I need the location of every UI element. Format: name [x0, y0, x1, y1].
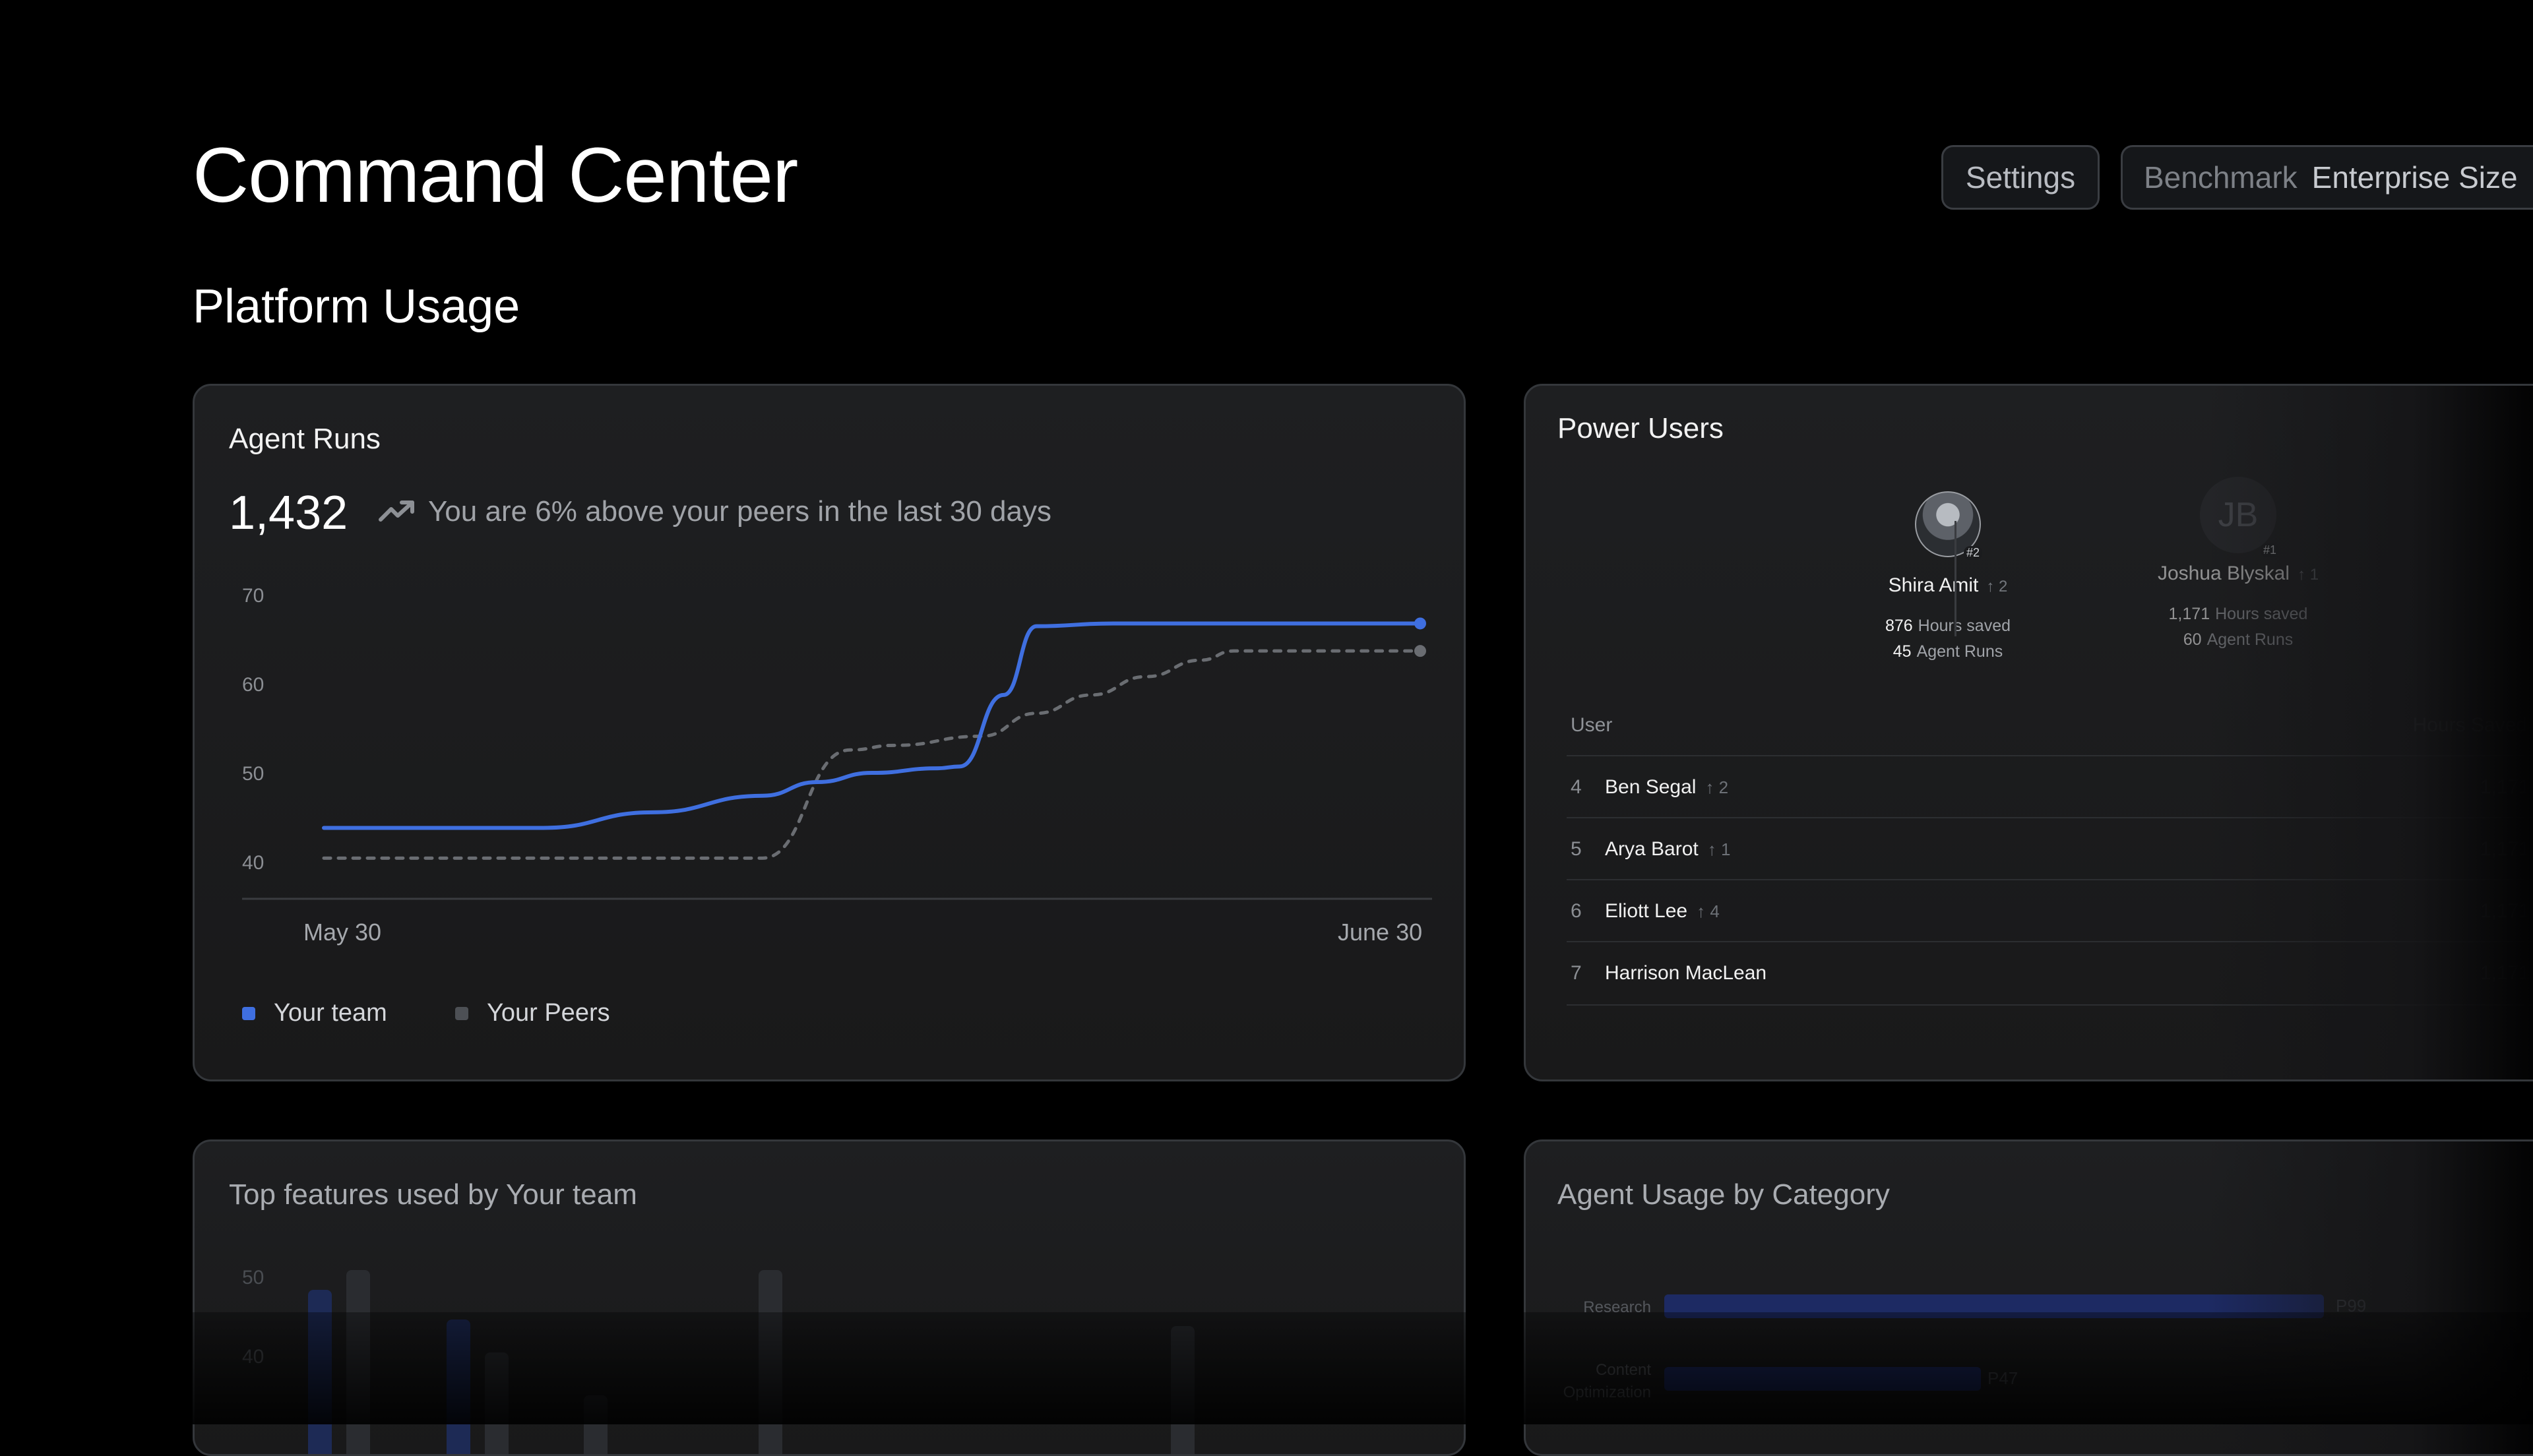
series-endpoint-your-peers[interactable] [1414, 645, 1426, 657]
feature-bar [584, 1395, 608, 1456]
card-title: Power Users [1557, 412, 1724, 445]
row-name: Arya Barot [1605, 838, 1699, 861]
category-value: P47 [1987, 1368, 2018, 1389]
category-label: Research [1546, 1298, 1651, 1317]
row-hours: 1,171 [2480, 962, 2530, 985]
runs-value: 60 [2183, 630, 2202, 649]
feature-bar [308, 1290, 332, 1456]
feature-bar [1171, 1326, 1195, 1456]
rank-badge: #2 [1964, 546, 1982, 560]
agent-runs-card: Agent Runs 1,432 You are 6% above your p… [193, 384, 1466, 1081]
avatar: JB #1 [2200, 477, 2276, 553]
table-row[interactable]: 6 Eliott Lee ↑ 4 1,171 [1567, 879, 2533, 942]
x-tick-label: June 30 [1338, 919, 1422, 946]
runs-label: Agent Runs [1917, 642, 2003, 661]
card-title: Top features used by Your team [229, 1178, 637, 1211]
legend-swatch [455, 1007, 468, 1020]
divider [1954, 521, 1956, 636]
top-user-card[interactable]: #2 Shira Amit ↑ 2 876 Hours saved 45 Agent … [1816, 491, 2080, 661]
table-row[interactable]: 7 Harrison MacLean 1,171 [1567, 941, 2533, 1006]
feature-bar [346, 1270, 370, 1456]
agent-runs: 45 Agent Runs [1816, 642, 2080, 661]
hours-saved: 1,171 Hours saved [2106, 605, 2370, 624]
row-hours: 1,171 [2480, 900, 2530, 923]
row-delta: ↑ 1 [1708, 839, 1731, 860]
avatar: #2 [1915, 491, 1981, 557]
table-header-hours: Hours Saved [2413, 714, 2527, 737]
card-title: Agent Usage by Category [1557, 1178, 1890, 1211]
row-name: Ben Segal [1605, 776, 1696, 799]
feature-bar [447, 1320, 470, 1456]
row-hours: 1,171 [2480, 838, 2530, 861]
benchmark-value: Enterprise Size [2312, 160, 2518, 195]
table-row[interactable]: 5 Arya Barot ↑ 1 1,171 [1567, 817, 2533, 880]
benchmark-select[interactable]: Benchmark Enterprise Size [2121, 145, 2533, 210]
legend-item-team[interactable]: Your team [242, 999, 387, 1027]
settings-button[interactable]: Settings [1941, 145, 2100, 210]
rank-delta: ↑ 1 [2298, 566, 2319, 584]
user-name-text: Shira Amit [1889, 574, 1979, 596]
row-rank: 6 [1567, 900, 1605, 923]
legend-item-peers[interactable]: Your Peers [455, 999, 610, 1027]
avatar-initials: JB [2218, 495, 2259, 535]
runs-label: Agent Runs [2207, 630, 2294, 649]
category-bar-fill [1664, 1367, 1981, 1391]
feature-bar [759, 1270, 782, 1456]
legend-swatch [242, 1007, 255, 1020]
agent-runs-line-chart [195, 386, 1464, 1079]
table-header-user: User [1571, 714, 1612, 737]
row-name: Eliott Lee [1605, 900, 1687, 923]
legend-label: Your team [274, 999, 387, 1027]
hours-value: 876 [1885, 617, 1913, 635]
series-endpoint-your-team[interactable] [1414, 617, 1426, 629]
page-title: Command Center [193, 131, 797, 220]
hours-value: 1,171 [2169, 605, 2210, 623]
category-bar-track [1664, 1294, 2324, 1318]
x-tick-label: May 30 [303, 919, 381, 946]
y-tick-label: 50 [242, 1267, 264, 1289]
benchmark-label: Benchmark [2144, 160, 2298, 195]
row-name: Harrison MacLean [1605, 962, 1767, 985]
category-value: P99 [2336, 1296, 2366, 1316]
power-users-card: Power Users #2 Shira Amit ↑ 2 876 Hours sa… [1524, 384, 2533, 1081]
category-bar-fill [1664, 1294, 2324, 1318]
agent-usage-category-card: Agent Usage by Category Research P99 Con… [1524, 1139, 2533, 1456]
top-user-card[interactable]: JB #1 Joshua Blyskal ↑ 1 1,171 Hours saved… [2106, 477, 2370, 650]
hours-label: Hours saved [1918, 617, 2011, 635]
row-delta: ↑ 4 [1697, 901, 1720, 922]
row-rank: 7 [1567, 962, 1605, 985]
category-label: Content Optimization [1546, 1359, 1651, 1404]
runs-value: 45 [1893, 642, 1912, 661]
rank-badge: #1 [2261, 543, 2279, 557]
feature-bar [485, 1352, 509, 1456]
row-rank: 5 [1567, 838, 1605, 861]
legend-label: Your Peers [487, 999, 610, 1027]
user-name-text: Joshua Blyskal [2158, 562, 2290, 584]
row-hours: 1,171 [2480, 776, 2530, 799]
row-rank: 4 [1567, 776, 1605, 799]
section-title: Platform Usage [193, 280, 520, 334]
hours-label: Hours saved [2215, 605, 2307, 623]
y-tick-label: 40 [242, 1346, 264, 1368]
rank-delta: ↑ 2 [1986, 578, 2007, 595]
table-row[interactable]: 4 Ben Segal ↑ 2 1,171 [1567, 755, 2533, 818]
top-features-card: Top features used by Your team 50 40 [193, 1139, 1466, 1456]
user-name: Joshua Blyskal ↑ 1 [2106, 562, 2370, 585]
series-line-your-team [324, 623, 1420, 828]
agent-runs: 60 Agent Runs [2106, 630, 2370, 650]
hours-saved: 876 Hours saved [1816, 617, 2080, 636]
row-delta: ↑ 2 [1705, 777, 1728, 798]
user-name: Shira Amit ↑ 2 [1816, 574, 2080, 597]
